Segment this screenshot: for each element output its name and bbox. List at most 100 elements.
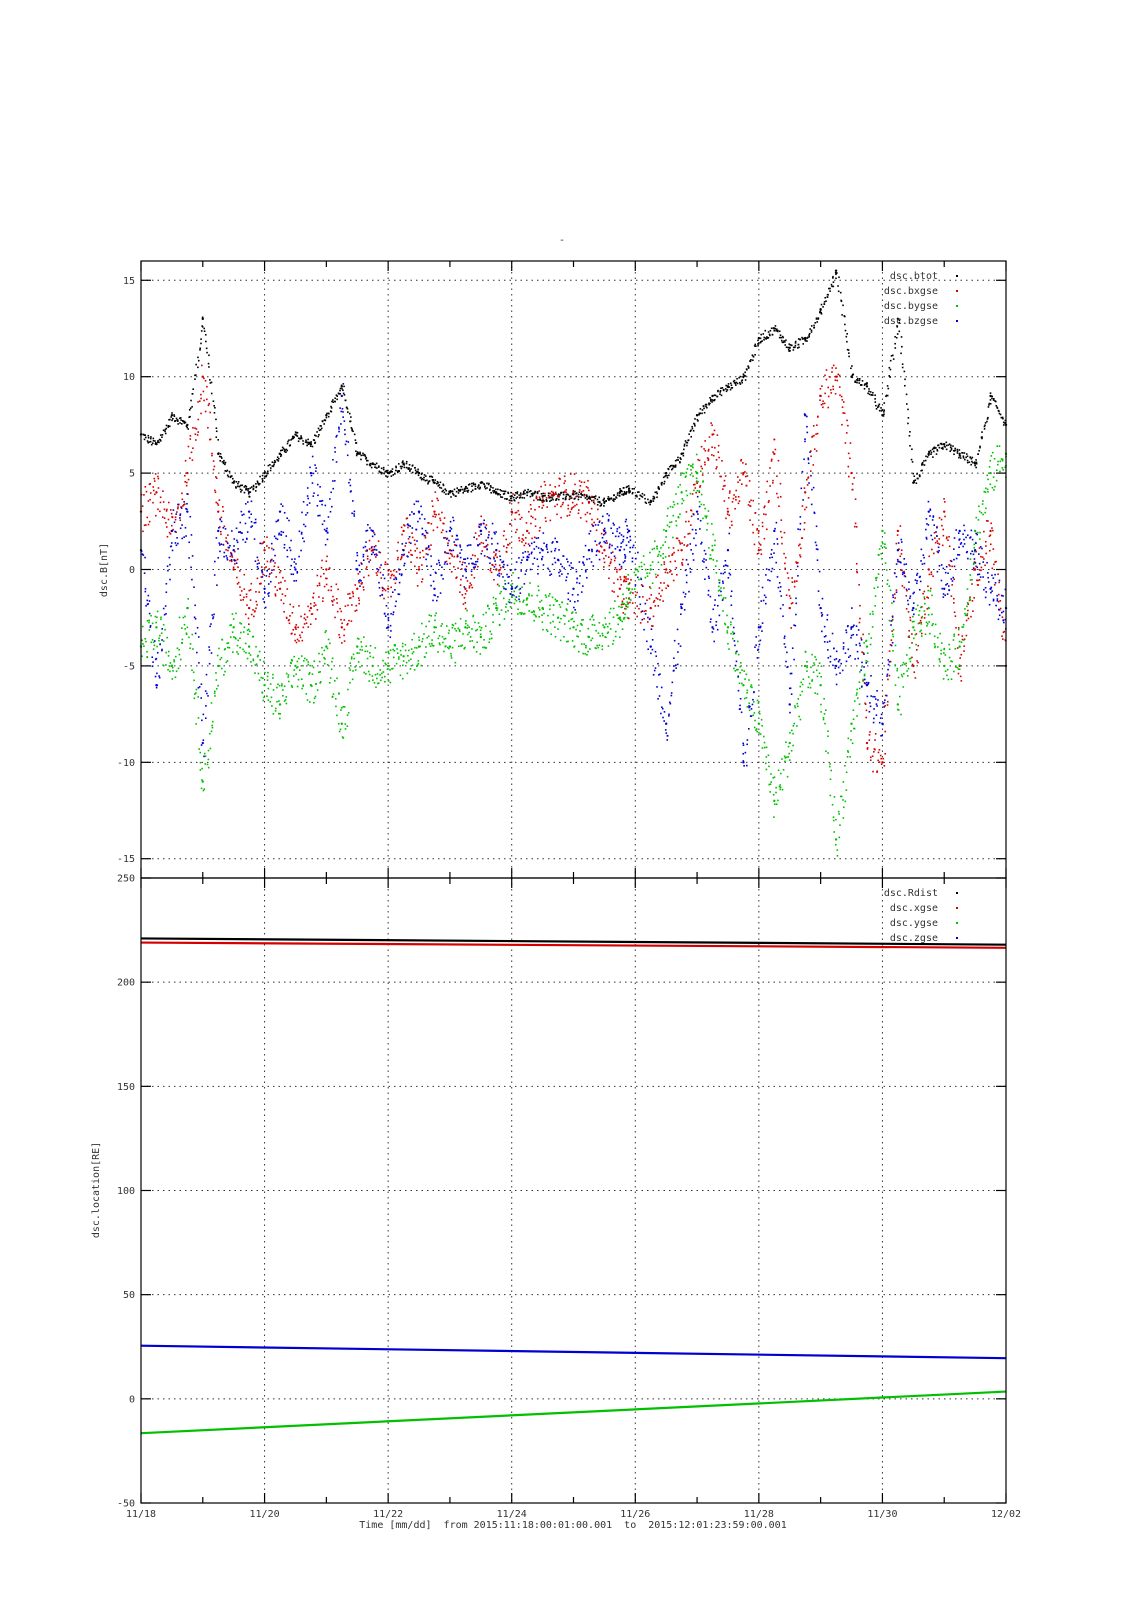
data-point xyxy=(547,494,550,497)
data-point xyxy=(324,504,327,507)
data-point xyxy=(838,386,841,388)
data-point xyxy=(208,662,211,665)
data-point xyxy=(544,484,547,486)
data-point xyxy=(677,459,680,461)
data-point xyxy=(603,557,605,560)
data-point xyxy=(471,586,474,589)
data-point xyxy=(640,495,643,498)
data-point xyxy=(349,420,352,423)
data-point xyxy=(382,587,384,590)
data-point xyxy=(334,698,337,700)
data-point xyxy=(297,440,300,443)
data-point xyxy=(498,564,501,567)
data-point xyxy=(889,589,892,592)
data-point xyxy=(911,633,913,635)
data-point xyxy=(503,545,505,548)
data-point xyxy=(334,397,336,400)
data-point xyxy=(146,440,149,442)
data-point xyxy=(354,666,356,668)
data-point xyxy=(439,564,441,566)
data-point xyxy=(741,379,744,381)
data-point xyxy=(334,446,336,449)
data-point xyxy=(456,534,459,537)
data-point xyxy=(204,333,207,336)
data-point xyxy=(239,531,242,533)
data-point xyxy=(632,544,635,547)
data-point xyxy=(330,407,333,409)
data-point xyxy=(425,625,427,628)
data-point xyxy=(886,700,889,703)
data-point xyxy=(985,520,988,522)
data-point xyxy=(675,537,678,540)
data-point xyxy=(694,418,696,420)
data-point xyxy=(144,436,147,439)
data-point xyxy=(533,548,536,550)
data-point xyxy=(655,597,658,599)
data-point xyxy=(531,495,534,497)
data-point xyxy=(306,512,309,514)
data-point xyxy=(209,379,211,381)
data-point xyxy=(401,465,403,468)
data-point xyxy=(417,471,421,475)
data-point xyxy=(442,484,445,487)
data-point xyxy=(269,683,272,685)
data-point xyxy=(770,327,773,330)
data-point xyxy=(401,461,404,464)
data-point xyxy=(552,495,554,497)
data-point xyxy=(510,499,513,502)
data-point xyxy=(704,403,707,406)
data-point xyxy=(336,398,338,401)
data-point xyxy=(210,730,213,733)
data-point xyxy=(475,650,478,653)
data-point xyxy=(866,748,869,750)
data-point xyxy=(947,539,949,542)
data-point xyxy=(628,489,630,492)
data-point xyxy=(673,503,676,506)
data-point xyxy=(949,446,952,449)
data-point xyxy=(145,490,148,493)
data-point xyxy=(490,486,492,488)
data-point xyxy=(167,569,169,572)
data-point xyxy=(783,552,785,555)
data-point xyxy=(307,443,310,446)
data-point xyxy=(178,616,181,619)
data-point xyxy=(876,771,878,773)
data-point xyxy=(650,594,653,596)
data-point xyxy=(597,501,599,503)
data-point xyxy=(797,698,800,700)
data-point xyxy=(670,468,673,471)
data-point xyxy=(153,480,156,482)
data-point xyxy=(600,503,603,505)
data-point xyxy=(936,525,938,528)
data-point xyxy=(732,380,735,383)
data-point xyxy=(971,599,974,602)
data-point xyxy=(558,571,560,574)
data-point xyxy=(703,503,705,506)
data-point xyxy=(681,472,684,475)
data-point xyxy=(174,542,177,544)
data-point xyxy=(962,455,965,458)
data-point xyxy=(336,610,339,613)
data-point xyxy=(206,692,208,695)
data-point xyxy=(734,507,736,510)
data-point xyxy=(308,673,310,675)
data-point xyxy=(224,461,227,464)
data-point xyxy=(208,649,211,651)
data-point xyxy=(865,383,868,385)
data-point xyxy=(773,327,776,330)
data-point xyxy=(695,471,699,475)
data-point xyxy=(685,520,687,523)
data-point xyxy=(675,567,678,569)
data-point xyxy=(397,463,400,465)
data-point xyxy=(852,373,855,376)
data-point xyxy=(287,676,289,678)
data-point xyxy=(856,697,859,699)
data-point xyxy=(275,537,277,540)
data-point xyxy=(242,599,245,601)
data-point xyxy=(961,452,964,454)
data-point xyxy=(899,555,902,558)
data-point xyxy=(312,596,314,599)
data-point xyxy=(425,646,427,648)
data-point xyxy=(977,579,979,582)
data-point xyxy=(975,459,977,461)
